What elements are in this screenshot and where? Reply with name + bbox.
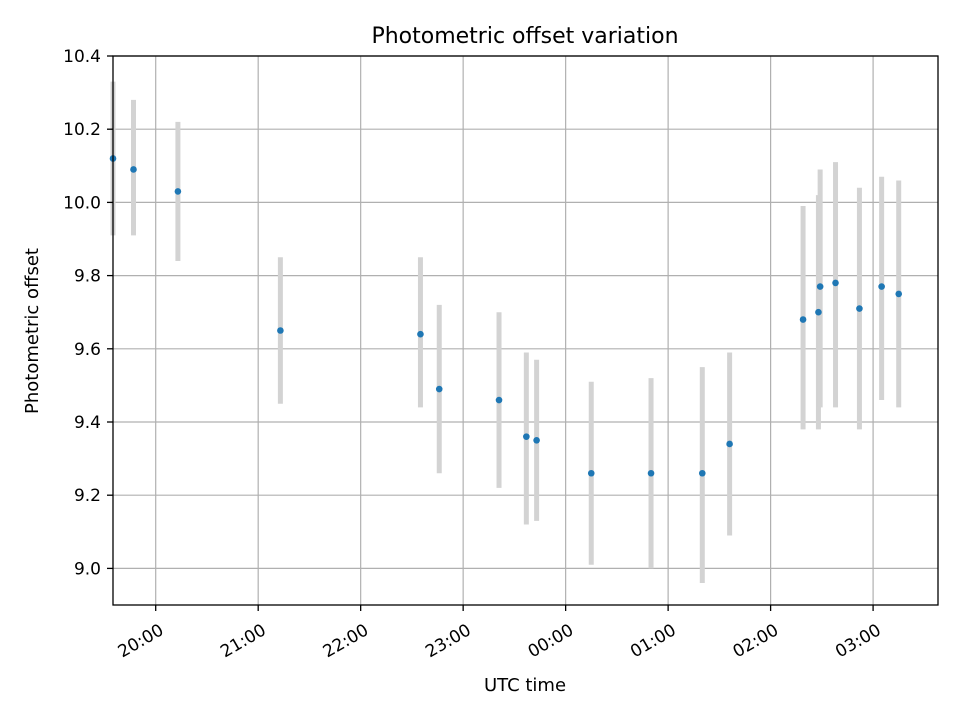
x-tick-label: 01:00: [627, 620, 679, 662]
data-points: [109, 155, 903, 477]
data-point: [832, 279, 839, 287]
data-point: [174, 188, 182, 195]
y-tick-label: 10.0: [63, 193, 101, 213]
grid: [113, 55, 938, 605]
plot-frame: [112, 55, 939, 606]
data-point: [698, 469, 706, 477]
x-tick-label: 00:00: [525, 620, 577, 662]
x-tick-label: 03:00: [832, 620, 884, 662]
error-bars: [110, 81, 902, 584]
data-point: [417, 330, 424, 338]
y-tick-label: 9.6: [74, 340, 101, 360]
data-point: [495, 396, 503, 404]
y-tick-label: 10.2: [63, 120, 101, 140]
axis-ticks: 20:00 21:00 22:00 23:00 00:00 01:00 02:00 03:00…: [63, 47, 884, 662]
x-tick-label: 22:00: [320, 620, 372, 662]
x-tick-label: 21:00: [217, 620, 269, 662]
y-tick-label: 10.4: [63, 47, 101, 67]
data-point: [799, 316, 807, 323]
data-point: [647, 469, 655, 477]
y-tick-label: 9.8: [74, 267, 101, 287]
x-tick-label: 20:00: [115, 620, 167, 662]
data-point: [878, 283, 885, 290]
data-point: [895, 290, 903, 298]
data-point: [726, 440, 733, 448]
y-tick-label: 9.2: [74, 486, 101, 506]
data-point: [277, 327, 284, 334]
x-tick-label: 23:00: [422, 620, 474, 662]
data-point: [523, 433, 530, 440]
data-point: [130, 166, 137, 173]
y-tick-label: 9.0: [74, 559, 101, 579]
x-axis-label: UTC time: [484, 675, 566, 696]
chart-title: Photometric offset variation: [371, 24, 678, 49]
data-point: [587, 469, 595, 477]
data-point: [435, 385, 443, 393]
data-point: [816, 283, 824, 290]
data-point: [815, 308, 822, 316]
data-point: [533, 437, 540, 444]
data-point: [856, 305, 863, 312]
x-tick-label: 02:00: [730, 620, 782, 662]
y-axis-label: Photometric offset: [22, 248, 43, 414]
y-tick-label: 9.4: [74, 413, 101, 433]
